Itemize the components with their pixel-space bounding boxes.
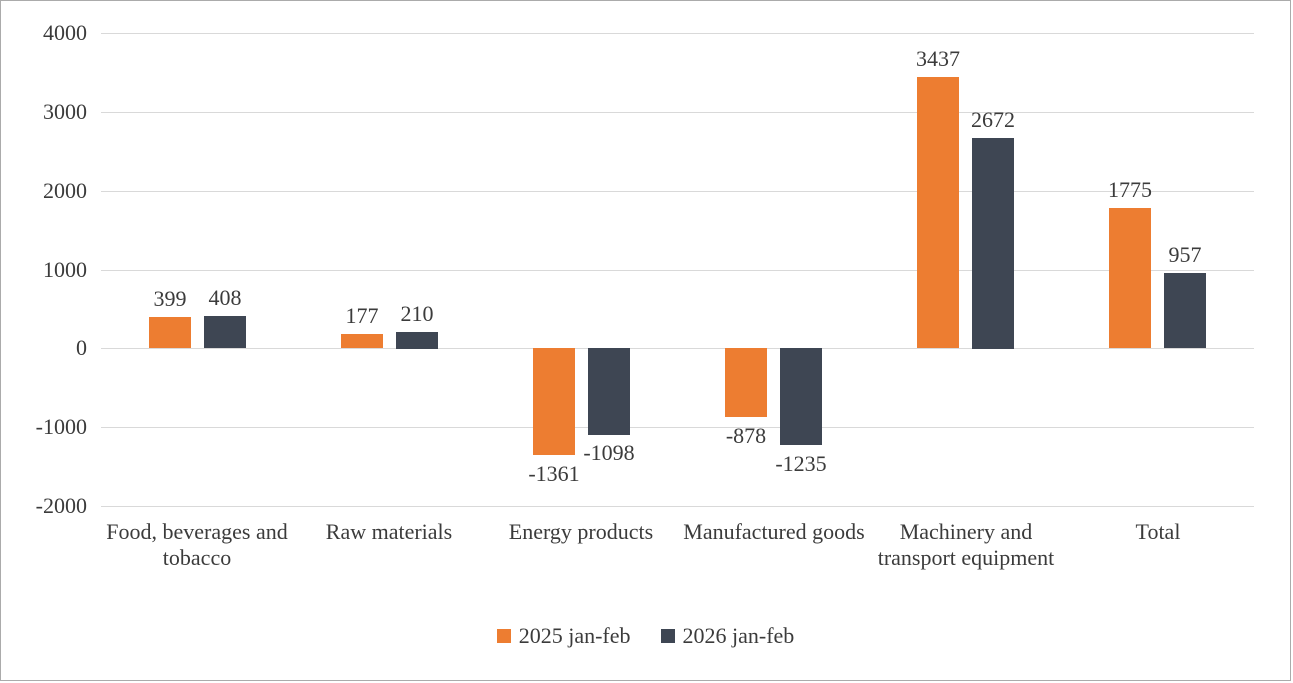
value-label: 177 [345, 303, 379, 328]
x-category-label: Raw materials [325, 519, 453, 544]
legend: 2025 jan-feb 2026 jan-feb [1, 623, 1290, 649]
bar-2026-jan-feb-cat3 [780, 348, 822, 445]
x-category-label: Food, beverages and tobacco [106, 519, 288, 570]
x-category-label: Machinery and transport equipment [877, 519, 1055, 570]
gridline-y-2000 [101, 191, 1254, 192]
y-tick-label: 1000 [43, 257, 87, 282]
value-label: -1235 [775, 451, 827, 476]
gridline-y-1000 [101, 270, 1254, 271]
value-label: 399 [153, 286, 187, 311]
value-label: 210 [400, 301, 434, 326]
value-label: 2672 [971, 107, 1015, 132]
y-tick-label: -2000 [35, 493, 87, 518]
gridline-y--1000 [101, 427, 1254, 428]
y-tick-label: 3000 [43, 99, 87, 124]
value-label: -1098 [583, 440, 635, 465]
bar-2026-jan-feb-cat5 [1164, 273, 1206, 348]
y-tick-label: 4000 [43, 20, 87, 45]
gridline-y--2000 [101, 506, 1254, 507]
value-label: -878 [725, 423, 767, 448]
bar-2025-jan-feb-cat2 [533, 348, 575, 455]
bar-2025-jan-feb-cat1 [341, 334, 383, 348]
x-category-label: Total [1135, 519, 1181, 544]
y-tick-label: 2000 [43, 178, 87, 203]
bar-2026-jan-feb-cat1 [396, 332, 438, 349]
legend-swatch-2025 [496, 629, 511, 643]
bar-2025-jan-feb-cat4 [917, 77, 959, 348]
bar-2026-jan-feb-cat2 [588, 348, 630, 435]
y-tick-label: -1000 [35, 414, 87, 439]
gridline-y-3000 [101, 112, 1254, 113]
legend-item-2026: 2026 jan-feb [660, 623, 795, 649]
legend-label-2026: 2026 jan-feb [682, 623, 795, 648]
legend-item-2025: 2025 jan-feb [496, 623, 631, 649]
bar-2025-jan-feb-cat5 [1109, 208, 1151, 348]
x-category-label: Energy products [508, 519, 654, 544]
gridline-y-4000 [101, 33, 1254, 34]
value-label: 3437 [916, 46, 960, 71]
bar-2026-jan-feb-cat0 [204, 316, 246, 348]
value-label: 1775 [1108, 177, 1152, 202]
y-tick-label: 0 [76, 335, 87, 360]
value-label: 957 [1168, 242, 1202, 267]
bar-2026-jan-feb-cat4 [972, 138, 1014, 349]
bar-2025-jan-feb-cat3 [725, 348, 767, 417]
value-label: 408 [208, 285, 242, 310]
bar-2025-jan-feb-cat0 [149, 317, 191, 348]
x-category-label: Manufactured goods [683, 519, 865, 544]
legend-swatch-2026 [660, 629, 675, 643]
gridline-y-0 [101, 348, 1254, 349]
value-label: -1361 [528, 461, 580, 486]
legend-label-2025: 2025 jan-feb [518, 623, 631, 648]
